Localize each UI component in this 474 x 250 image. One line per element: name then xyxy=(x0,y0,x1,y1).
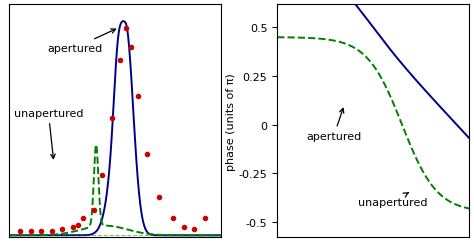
Point xyxy=(127,46,135,50)
Point xyxy=(108,116,116,120)
Point xyxy=(27,229,35,233)
Y-axis label: phase (units of π): phase (units of π) xyxy=(226,72,236,170)
Point xyxy=(143,152,151,156)
Point xyxy=(90,208,98,212)
Point xyxy=(37,229,45,233)
Point xyxy=(135,95,142,99)
Point xyxy=(80,216,87,220)
Text: unapertured: unapertured xyxy=(14,109,83,159)
Point xyxy=(16,229,24,233)
Point xyxy=(201,216,209,220)
Point xyxy=(74,223,82,227)
Point xyxy=(58,227,66,231)
Point xyxy=(169,216,177,220)
Point xyxy=(122,26,129,30)
Text: apertured: apertured xyxy=(306,109,361,142)
Point xyxy=(155,195,163,199)
Point xyxy=(180,225,188,229)
Text: unapertured: unapertured xyxy=(358,193,428,207)
Point xyxy=(191,227,198,231)
Point xyxy=(99,174,106,178)
Point xyxy=(69,225,77,229)
Text: apertured: apertured xyxy=(47,30,116,54)
Point xyxy=(117,58,124,62)
Point xyxy=(48,229,55,233)
